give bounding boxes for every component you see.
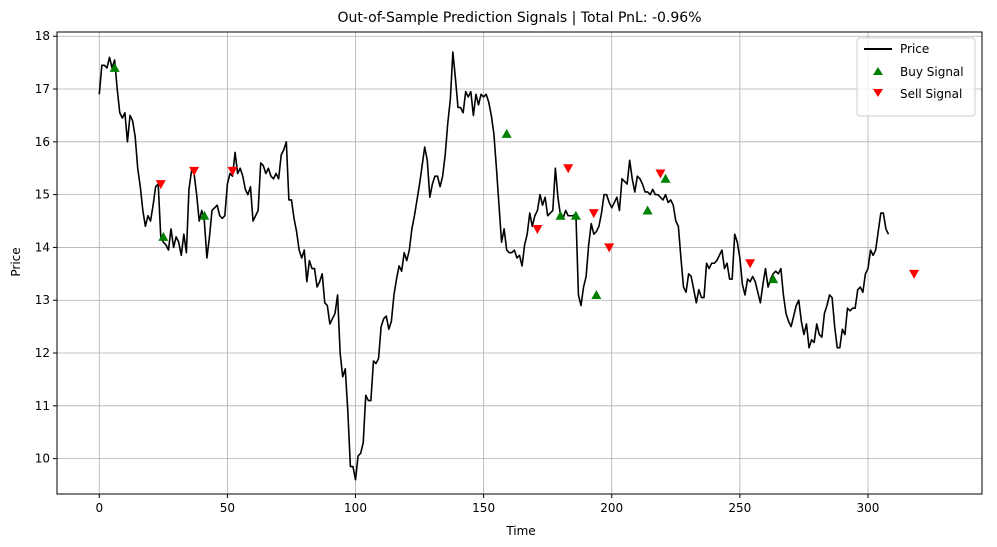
x-tick-label: 100 [344, 501, 367, 515]
legend-buy-swatch [873, 67, 883, 75]
sell-signal-marker [563, 164, 574, 174]
legend-price-label: Price [900, 42, 929, 56]
sell-signal-layer [155, 164, 920, 279]
buy-signal-marker [570, 210, 581, 220]
sell-signal-marker [155, 180, 166, 190]
y-tick-label: 12 [35, 346, 50, 360]
x-tick-label: 300 [857, 501, 880, 515]
x-tick-label: 50 [220, 501, 235, 515]
sell-signal-marker [909, 269, 920, 279]
legend-buy-label: Buy Signal [900, 65, 964, 79]
sell-signal-marker [189, 166, 200, 176]
x-tick-label: 200 [600, 501, 623, 515]
x-tick-label: 150 [472, 501, 495, 515]
y-tick-label: 16 [35, 135, 50, 149]
sell-signal-marker [745, 259, 756, 269]
sell-signal-marker [655, 169, 666, 179]
buy-signal-marker [109, 62, 120, 72]
sell-signal-marker [227, 166, 238, 176]
legend-sell-label: Sell Signal [900, 87, 962, 101]
buy-signal-marker [642, 205, 653, 215]
sell-signal-marker [532, 224, 543, 234]
y-tick-label: 14 [35, 240, 50, 254]
plot-frame [56, 31, 983, 495]
buy-signal-layer [109, 62, 779, 299]
y-tick-label: 11 [35, 399, 50, 413]
buy-signal-marker [660, 173, 671, 183]
price-line-layer [98, 51, 890, 481]
buy-signal-marker [501, 128, 512, 138]
y-tick-label: 17 [35, 82, 50, 96]
buy-signal-marker [158, 231, 169, 241]
buy-signal-marker [555, 210, 566, 220]
x-axis: 0 50 100 150 200 250 300 [95, 494, 879, 515]
x-tick-label: 250 [728, 501, 751, 515]
y-tick-label: 13 [35, 293, 50, 307]
buy-signal-marker [591, 289, 602, 299]
sell-signal-marker [588, 209, 599, 219]
chart-title: Out-of-Sample Prediction Signals | Total… [337, 10, 701, 26]
price-line [98, 51, 890, 481]
buy-signal-marker [199, 210, 210, 220]
y-axis-label: Price [9, 247, 23, 276]
y-axis: 10 11 12 13 14 15 16 17 18 [35, 29, 57, 466]
y-tick-label: 15 [35, 188, 50, 202]
x-axis-label: Time [505, 524, 535, 538]
legend-box [856, 37, 976, 117]
buy-signal-marker [768, 274, 779, 284]
y-tick-label: 10 [35, 452, 50, 466]
sell-signal-marker [604, 243, 615, 253]
y-tick-label: 18 [35, 29, 50, 43]
legend: Price Buy Signal Sell Signal [856, 37, 976, 117]
legend-sell-swatch [873, 89, 883, 97]
x-tick-label: 0 [95, 501, 103, 515]
